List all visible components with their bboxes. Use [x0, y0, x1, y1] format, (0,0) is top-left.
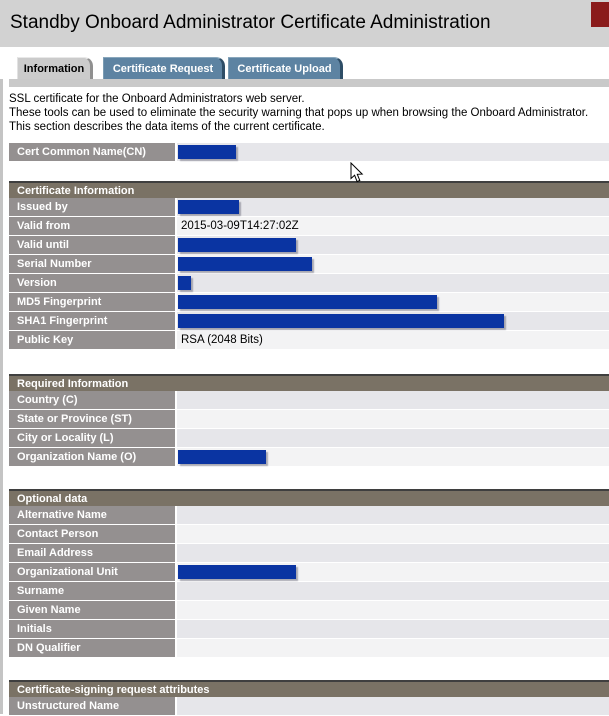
table-required-information: Required Information Country (C) State or …	[9, 374, 609, 467]
row-value	[177, 391, 609, 409]
description-line-2: These tools can be used to eliminate the…	[9, 107, 589, 119]
row-value	[177, 293, 609, 311]
table-certificate-information: Certificate Information Issued by Valid fr…	[9, 181, 609, 350]
table-row: Email Address	[9, 544, 609, 563]
row-value	[177, 544, 609, 562]
tab-underline-bar	[9, 79, 609, 87]
redaction-box	[178, 450, 266, 464]
row-value	[177, 429, 609, 447]
title-band: Standby Onboard Administrator Certificat…	[0, 0, 609, 47]
row-label: City or Locality (L)	[9, 429, 177, 447]
description-text: SSL certificate for the Onboard Administ…	[9, 92, 605, 134]
row-label: MD5 Fingerprint	[9, 293, 177, 311]
row-value	[177, 255, 609, 273]
row-value	[177, 620, 609, 638]
row-label: Email Address	[9, 544, 177, 562]
row-label: Unstructured Name	[9, 697, 177, 715]
row-label: Contact Person	[9, 525, 177, 543]
section-header: Optional data	[9, 489, 609, 506]
left-edge-strip	[0, 47, 3, 714]
description-line-3: This section describes the data items of…	[9, 121, 325, 133]
tab-information[interactable]: Information	[17, 57, 93, 79]
table-row: City or Locality (L)	[9, 429, 609, 448]
page-title: Standby Onboard Administrator Certificat…	[10, 12, 491, 33]
redaction-box	[178, 276, 191, 290]
table-row: Valid from 2015-03-09T14:27:02Z	[9, 217, 609, 236]
row-label: Version	[9, 274, 177, 292]
row-value	[177, 198, 609, 216]
redaction-box	[178, 200, 239, 214]
table-row: Given Name	[9, 601, 609, 620]
row-label: Public Key	[9, 331, 177, 349]
table-row: Organization Name (O)	[9, 448, 609, 467]
table-optional-data: Optional data Alternative Name Contact Per…	[9, 489, 609, 658]
table-row: Issued by	[9, 198, 609, 217]
row-label: Organizational Unit	[9, 563, 177, 581]
row-label: Serial Number	[9, 255, 177, 273]
row-label: Organization Name (O)	[9, 448, 177, 466]
row-value	[177, 506, 609, 524]
redaction-box	[178, 295, 437, 309]
table-row: Initials	[9, 620, 609, 639]
table-row: Unstructured Name	[9, 697, 609, 716]
table-row: Surname	[9, 582, 609, 601]
row-label: SHA1 Fingerprint	[9, 312, 177, 330]
section-header: Certificate Information	[9, 181, 609, 198]
table-row: State or Province (ST)	[9, 410, 609, 429]
row-value: RSA (2048 Bits)	[177, 331, 609, 349]
mouse-cursor-icon	[350, 162, 364, 183]
description-line-1: SSL certificate for the Onboard Administ…	[9, 93, 305, 105]
row-value	[177, 143, 609, 161]
row-value	[177, 236, 609, 254]
row-value	[177, 525, 609, 543]
row-value	[177, 639, 609, 657]
red-marker	[591, 2, 609, 27]
table-row: Alternative Name	[9, 506, 609, 525]
row-value	[177, 582, 609, 600]
row-value	[177, 563, 609, 581]
tab-certificate-request[interactable]: Certificate Request	[103, 57, 225, 79]
row-value	[177, 312, 609, 330]
row-value: 2015-03-09T14:27:02Z	[177, 217, 609, 235]
redaction-box	[178, 257, 312, 271]
row-label: DN Qualifier	[9, 639, 177, 657]
table-csr-attributes: Certificate-signing request attributes Un…	[9, 680, 609, 716]
redaction-box	[178, 238, 296, 252]
table-row: Contact Person	[9, 525, 609, 544]
section-header: Certificate-signing request attributes	[9, 680, 609, 697]
table-row: Valid until	[9, 236, 609, 255]
section-header: Required Information	[9, 374, 609, 391]
redaction-box	[178, 314, 504, 328]
row-value	[177, 697, 609, 715]
row-label: Initials	[9, 620, 177, 638]
table-row: MD5 Fingerprint	[9, 293, 609, 312]
redaction-box	[178, 565, 296, 579]
table-row: Cert Common Name(CN)	[9, 143, 609, 162]
table-row: Country (C)	[9, 391, 609, 410]
table-row: DN Qualifier	[9, 639, 609, 658]
table-row: Public Key RSA (2048 Bits)	[9, 331, 609, 350]
row-label: Cert Common Name(CN)	[9, 143, 177, 161]
tab-certificate-upload[interactable]: Certificate Upload	[228, 57, 343, 79]
row-label: Given Name	[9, 601, 177, 619]
row-label: Alternative Name	[9, 506, 177, 524]
row-label: Valid until	[9, 236, 177, 254]
redaction-box	[178, 145, 236, 159]
table-row: SHA1 Fingerprint	[9, 312, 609, 331]
tab-strip: Information Certificate Request Certific…	[0, 47, 609, 79]
table-row: Organizational Unit	[9, 563, 609, 582]
row-label: Country (C)	[9, 391, 177, 409]
row-label: Valid from	[9, 217, 177, 235]
row-value	[177, 410, 609, 428]
table-common-name: Cert Common Name(CN)	[9, 143, 609, 162]
row-label: State or Province (ST)	[9, 410, 177, 428]
table-row: Serial Number	[9, 255, 609, 274]
row-label: Issued by	[9, 198, 177, 216]
table-row: Version	[9, 274, 609, 293]
row-value	[177, 274, 609, 292]
row-value	[177, 448, 609, 466]
row-label: Surname	[9, 582, 177, 600]
row-value	[177, 601, 609, 619]
